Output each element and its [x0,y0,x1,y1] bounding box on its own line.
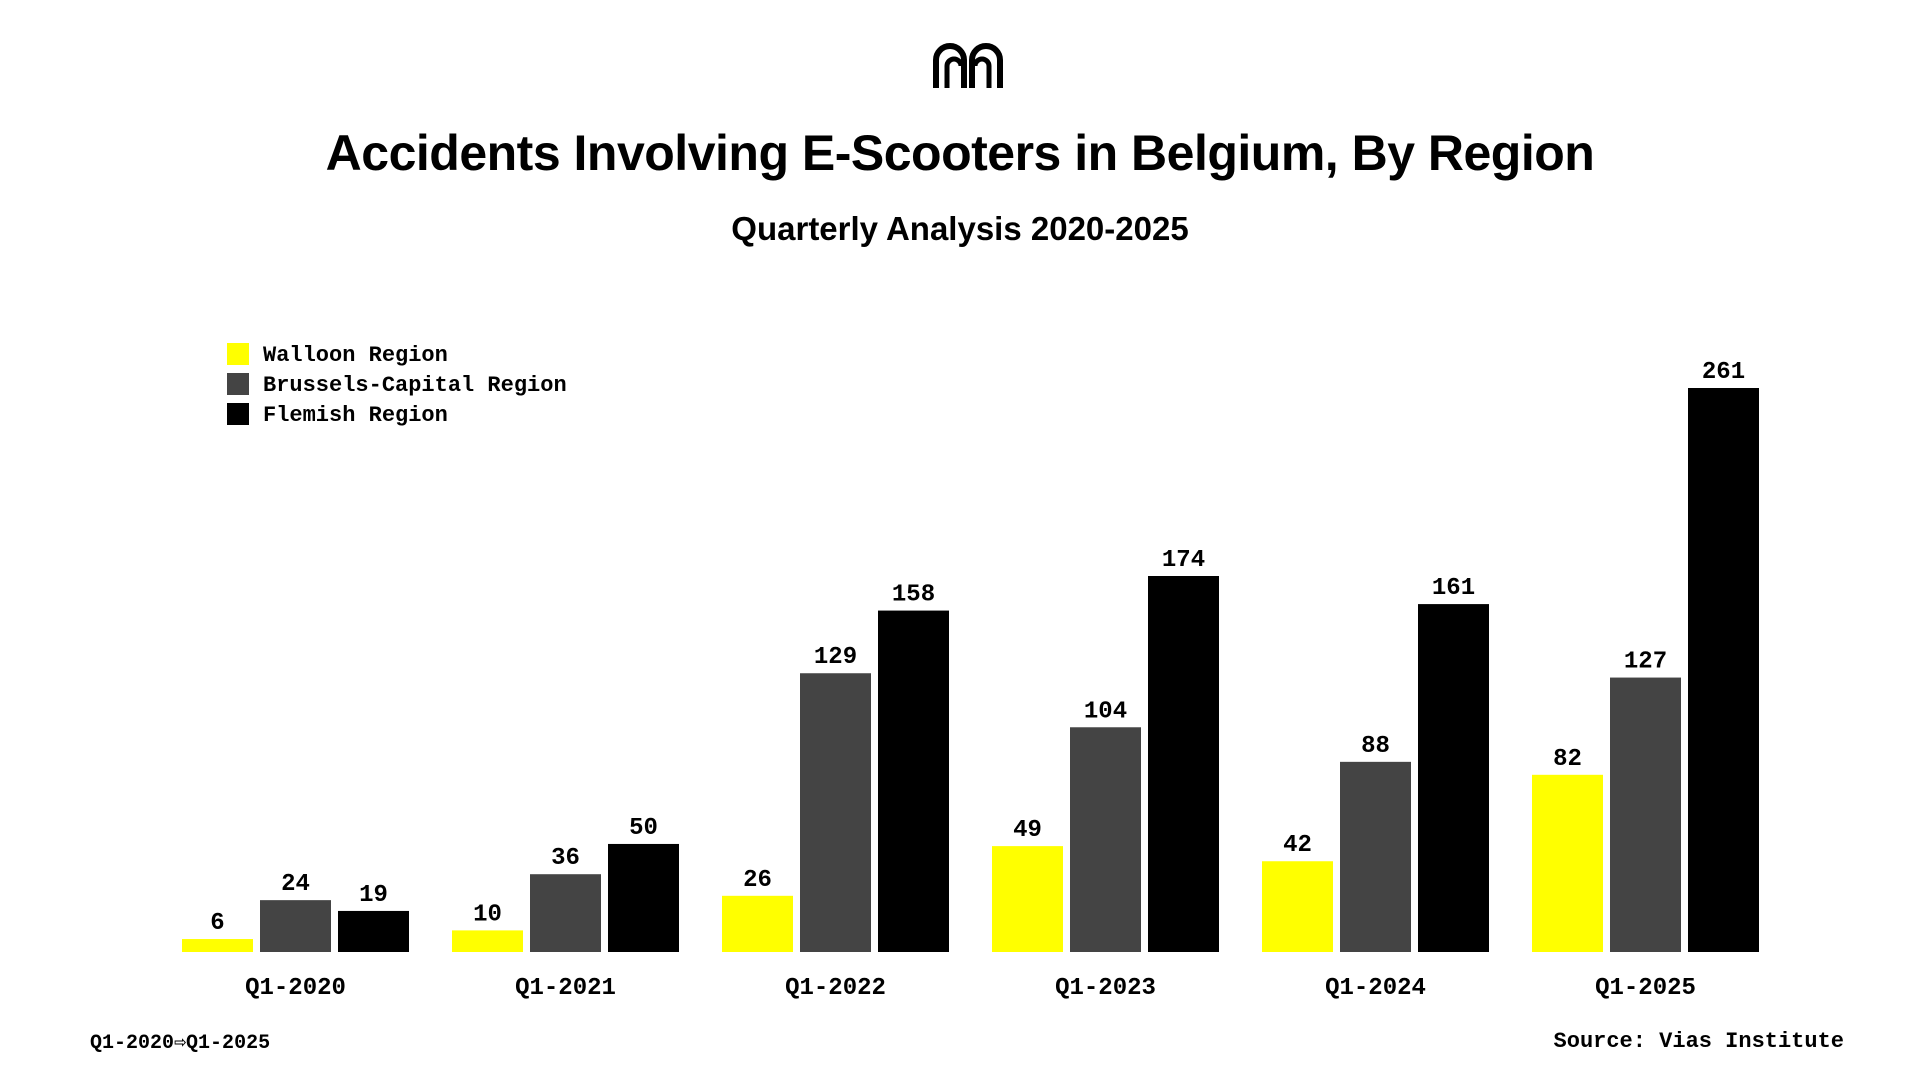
bar-value-label: 174 [1162,547,1205,574]
bar-value-label: 24 [281,871,310,898]
bar-q1-2023-series-0 [992,846,1063,952]
bar-value-label: 6 [210,910,224,937]
x-tick-label: Q1-2025 [1595,975,1696,1002]
legend-label: Flemish Region [263,403,448,428]
legend-swatch [227,343,249,365]
bar-value-label: 50 [629,815,658,842]
bar-value-label: 10 [473,901,502,928]
bar-value-label: 161 [1432,575,1475,602]
legend-swatch [227,403,249,425]
period-label: Q1-2020⇨Q1-2025 [90,1032,271,1055]
bar-value-label: 26 [743,867,772,894]
x-tick-label: Q1-2024 [1325,975,1426,1002]
bar-q1-2021-series-2 [608,843,679,952]
chart-value-labels: 6 24 19 10 36 50 26 129 158 49 104 174 42 88 161 82 127 2… [210,359,1745,937]
source-label: Source: Vias Institute [1553,1029,1844,1054]
bar-q1-2024-series-2 [1418,604,1489,952]
legend-label: Walloon Region [263,343,448,368]
bar-q1-2020-series-1 [260,900,331,952]
brand-logo-icon [933,43,1003,88]
bar-value-label: 104 [1084,698,1127,725]
bar-q1-2021-series-1 [530,874,601,952]
bar-q1-2024-series-0 [1262,861,1333,952]
bar-q1-2022-series-1 [800,673,871,952]
bar-value-label: 36 [551,845,580,872]
bar-q1-2020-series-0 [182,939,253,952]
bar-q1-2023-series-2 [1148,576,1219,952]
legend-label: Brussels-Capital Region [263,373,567,398]
bar-q1-2022-series-0 [722,895,793,952]
bar-q1-2025-series-2 [1688,388,1759,952]
bar-value-label: 42 [1283,832,1312,859]
bar-q1-2024-series-1 [1340,761,1411,952]
bar-q1-2023-series-1 [1070,727,1141,952]
bar-value-label: 88 [1361,733,1390,760]
bar-value-label: 82 [1553,746,1582,773]
bar-value-label: 49 [1013,817,1042,844]
x-tick-label: Q1-2021 [515,975,616,1002]
chart-title: Accidents Involving E-Scooters in Belgiu… [325,125,1595,181]
bar-q1-2022-series-2 [878,610,949,952]
bar-value-label: 129 [814,644,857,671]
bar-value-label: 158 [892,582,935,609]
bar-q1-2021-series-0 [452,930,523,952]
bar-q1-2025-series-0 [1532,774,1603,952]
bar-value-label: 19 [359,882,388,909]
bar-q1-2020-series-2 [338,910,409,952]
bar-value-label: 261 [1702,359,1745,386]
x-tick-label: Q1-2022 [785,975,886,1002]
chart-bars [182,388,1759,952]
bar-q1-2025-series-1 [1610,677,1681,952]
x-tick-label: Q1-2023 [1055,975,1156,1002]
chart-subtitle: Quarterly Analysis 2020-2025 [731,210,1189,247]
bar-value-label: 127 [1624,649,1667,676]
x-tick-label: Q1-2020 [245,975,346,1002]
chart-legend: Walloon Region Brussels-Capital Region Fle… [227,343,567,428]
chart-x-tick-labels: Q1-2020 Q1-2021 Q1-2022 Q1-2023 Q1-2024 Q1-20… [245,975,1696,1002]
legend-swatch [227,373,249,395]
